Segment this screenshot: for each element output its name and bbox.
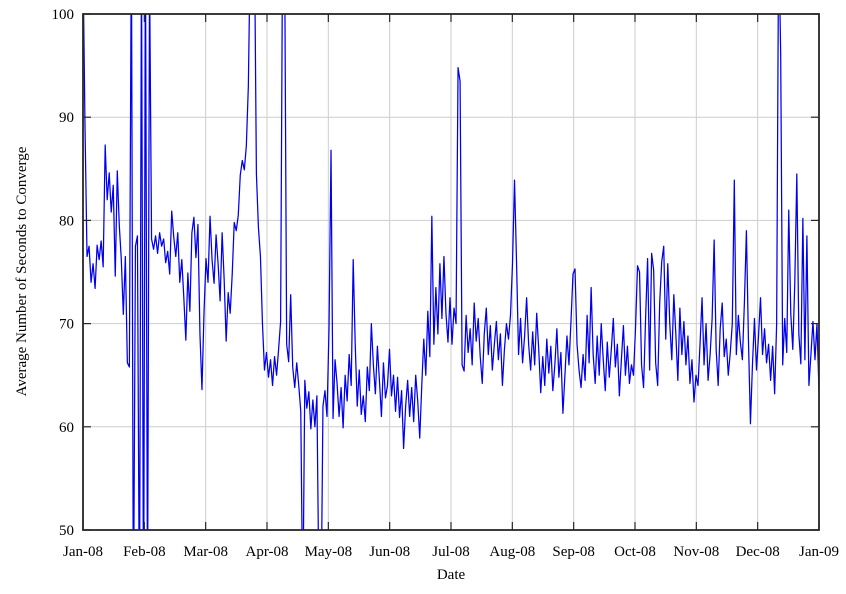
y-axis-title: Average Number of Seconds to Converge bbox=[14, 146, 30, 397]
x-tick-label: Jun-08 bbox=[369, 544, 410, 560]
y-tick-label: 70 bbox=[59, 317, 74, 333]
y-tick-label: 60 bbox=[59, 420, 74, 436]
y-tick-label: 80 bbox=[59, 213, 74, 229]
y-tick-label: 100 bbox=[52, 7, 75, 23]
axis-ticks bbox=[82, 13, 820, 531]
x-tick-label: Jul-08 bbox=[432, 544, 470, 560]
y-tick-label: 50 bbox=[59, 523, 74, 539]
x-tick-label: Feb-08 bbox=[123, 544, 166, 560]
x-tick-label: Dec-08 bbox=[736, 544, 780, 560]
x-tick-label: Sep-08 bbox=[552, 544, 595, 560]
y-tick-label: 90 bbox=[59, 110, 74, 126]
x-tick-label: Mar-08 bbox=[183, 544, 228, 560]
x-tick-label: Jan-08 bbox=[63, 544, 103, 560]
x-tick-label: May-08 bbox=[305, 544, 353, 560]
gridlines bbox=[83, 14, 819, 530]
data-series-line bbox=[83, 14, 819, 530]
x-tick-label: Aug-08 bbox=[489, 544, 535, 560]
x-axis-title: Date bbox=[436, 567, 466, 583]
x-tick-label: Apr-08 bbox=[245, 544, 288, 560]
tick-labels: 50 60 70 80 90 100 Jan-08 Feb-08 Mar-08 Apr-08 May… bbox=[52, 7, 840, 560]
x-tick-label: Oct-08 bbox=[614, 544, 656, 560]
data-series-group bbox=[83, 14, 819, 530]
x-tick-label: Nov-08 bbox=[673, 544, 719, 560]
x-tick-label: Jan-09 bbox=[799, 544, 839, 560]
